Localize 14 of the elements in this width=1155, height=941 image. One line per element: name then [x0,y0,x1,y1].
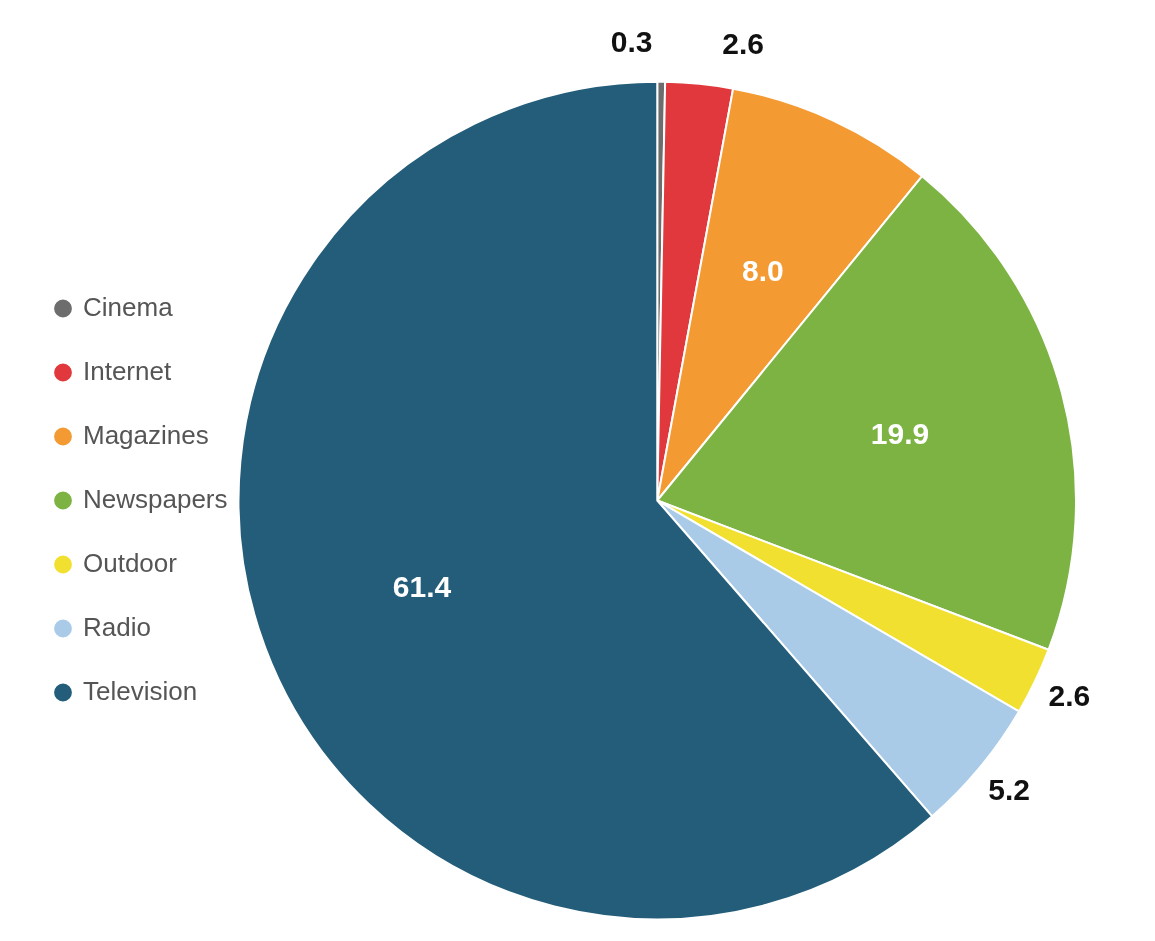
legend-label: Television [83,675,198,706]
data-label: 8.0 [741,253,784,287]
data-label: 5.2 [988,772,1031,806]
data-label: 19.9 [870,416,930,450]
legend-label: Magazines [83,419,209,450]
data-label: 0.3 [610,25,653,59]
legend-label: Outdoor [83,547,178,578]
data-label: 61.4 [392,569,452,603]
data-label: 2.6 [722,27,764,61]
legend-label: Radio [83,611,151,642]
legend-label: Newspapers [83,483,228,514]
legend-label: Cinema [83,291,174,322]
legend-label: Internet [83,355,172,386]
data-label: 2.6 [1048,678,1091,712]
